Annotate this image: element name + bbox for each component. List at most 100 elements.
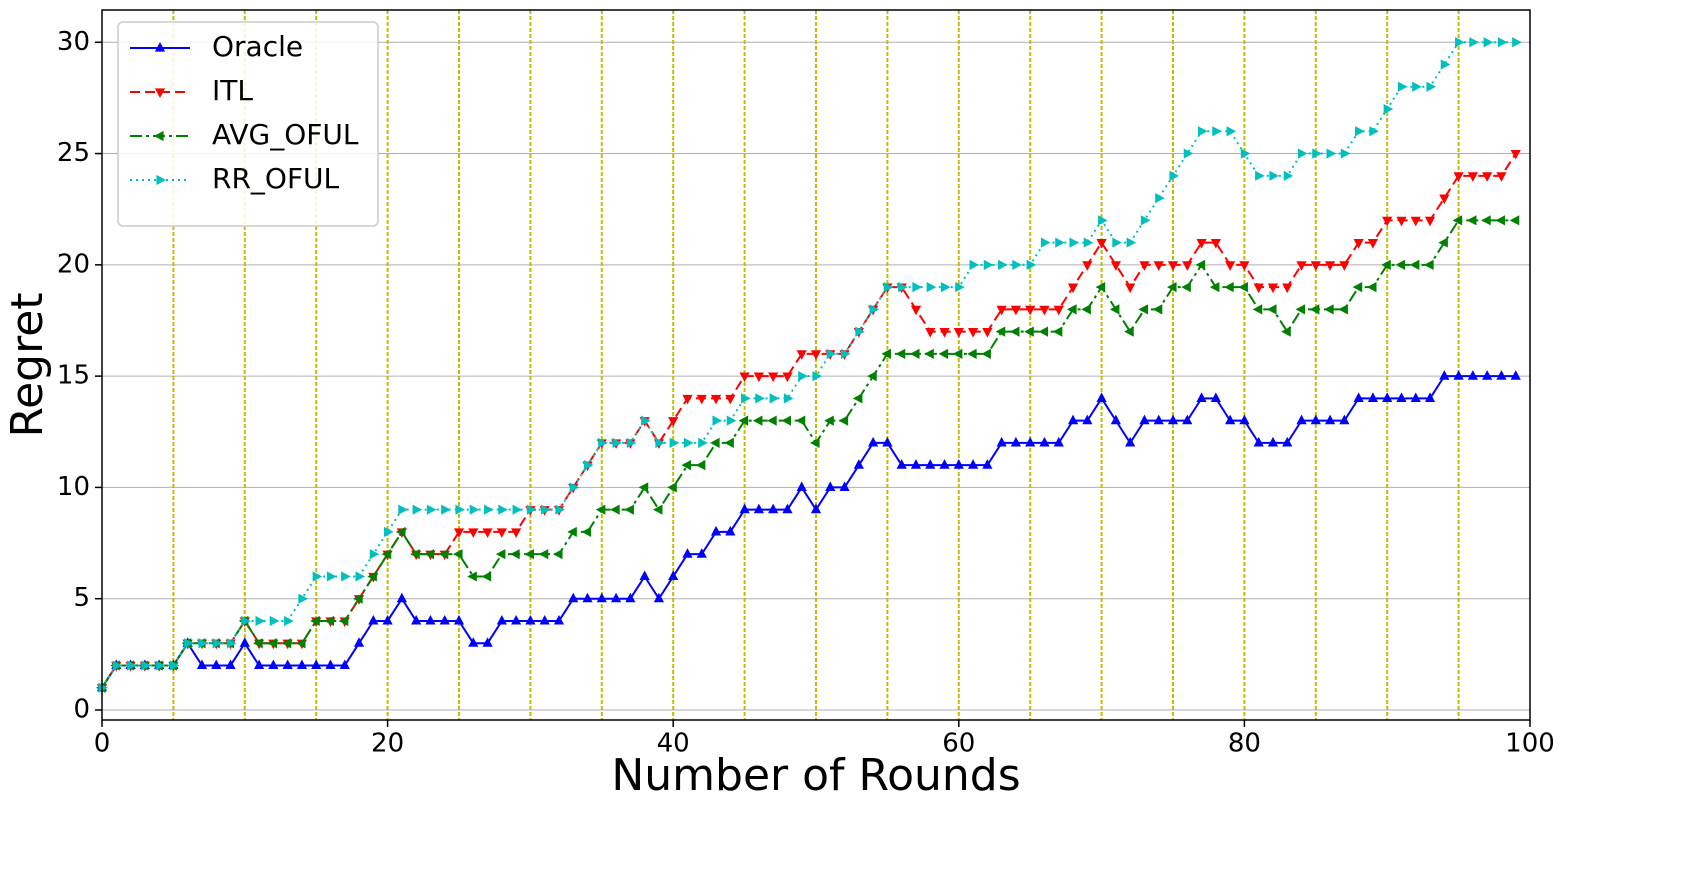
x-tick-label: 60 — [942, 729, 975, 759]
point-marker — [752, 415, 763, 426]
point-marker — [439, 614, 450, 625]
point-marker — [1139, 414, 1150, 425]
point-marker — [683, 437, 694, 448]
point-marker — [669, 437, 680, 448]
point-marker — [1012, 259, 1022, 270]
point-marker — [781, 415, 792, 426]
point-marker — [1039, 436, 1050, 447]
point-marker — [496, 528, 507, 538]
point-marker — [1025, 436, 1036, 447]
point-marker — [1052, 326, 1063, 337]
point-marker — [482, 637, 493, 647]
point-marker — [1412, 81, 1422, 92]
point-marker — [953, 328, 964, 338]
point-marker — [1455, 37, 1465, 48]
point-marker — [1182, 414, 1193, 425]
point-marker — [1453, 370, 1464, 380]
point-marker — [410, 549, 420, 560]
x-tick-label: 40 — [657, 729, 690, 759]
point-marker — [667, 482, 677, 493]
point-marker — [940, 282, 951, 293]
point-marker — [569, 482, 580, 493]
point-marker — [1324, 304, 1334, 315]
point-marker — [184, 638, 194, 649]
point-marker — [725, 525, 736, 536]
point-marker — [1324, 414, 1336, 425]
point-marker — [1269, 170, 1279, 181]
point-marker — [1212, 126, 1222, 137]
point-marker — [1069, 237, 1080, 248]
point-marker — [995, 326, 1006, 337]
point-marker — [282, 659, 293, 670]
point-marker — [939, 328, 950, 338]
point-marker — [1338, 304, 1348, 315]
point-marker — [782, 372, 793, 383]
point-marker — [1225, 261, 1236, 271]
point-marker — [795, 415, 806, 426]
point-marker — [1496, 370, 1507, 380]
point-marker — [852, 393, 863, 404]
point-marker — [883, 282, 894, 293]
point-marker — [1355, 126, 1365, 137]
legend: Oracle ITL AVG_OFUL RR_OFUL — [117, 21, 379, 227]
point-marker — [525, 614, 536, 625]
point-marker — [1409, 259, 1420, 270]
point-marker — [1125, 283, 1136, 294]
point-marker — [909, 348, 920, 359]
point-marker — [1167, 414, 1179, 425]
x-tick-label: 20 — [371, 729, 404, 759]
point-marker — [511, 614, 522, 625]
point-marker — [610, 592, 622, 603]
point-marker — [952, 348, 963, 359]
point-marker — [1469, 37, 1479, 48]
point-marker — [1296, 414, 1307, 425]
point-marker — [882, 436, 893, 447]
point-marker — [1195, 259, 1206, 270]
point-marker — [496, 614, 507, 625]
point-marker — [1026, 259, 1037, 270]
point-marker — [468, 637, 479, 647]
point-marker — [1095, 282, 1106, 293]
point-marker — [910, 305, 922, 316]
point-marker — [1297, 148, 1308, 159]
point-marker — [595, 504, 606, 515]
point-marker — [196, 659, 208, 670]
point-marker — [695, 460, 706, 471]
legend-label: AVG_OFUL — [212, 118, 359, 151]
point-marker — [1140, 215, 1151, 226]
point-marker — [1224, 282, 1234, 293]
point-marker — [1439, 194, 1450, 205]
point-marker — [610, 504, 620, 515]
point-marker — [1481, 215, 1491, 226]
point-marker — [438, 549, 449, 560]
point-marker — [938, 348, 949, 359]
legend-label: RR_OFUL — [212, 162, 340, 195]
point-marker — [638, 482, 649, 493]
point-marker — [624, 504, 634, 515]
point-marker — [1309, 304, 1320, 315]
point-marker — [1382, 216, 1393, 227]
point-marker — [268, 659, 279, 670]
point-marker — [338, 615, 349, 627]
point-marker — [567, 526, 577, 538]
legend-label: Oracle — [212, 30, 303, 63]
point-marker — [468, 528, 479, 538]
point-marker — [982, 459, 993, 469]
point-marker — [983, 259, 994, 270]
point-marker — [1510, 149, 1521, 160]
point-marker — [783, 393, 794, 404]
point-marker — [1067, 414, 1079, 425]
point-marker — [367, 571, 377, 582]
point-marker — [1153, 414, 1164, 425]
point-marker — [1340, 148, 1351, 159]
point-marker — [1424, 216, 1436, 227]
point-marker — [981, 348, 991, 359]
point-marker — [998, 259, 1008, 270]
point-marker — [481, 571, 492, 582]
point-marker — [696, 548, 707, 558]
point-marker — [1310, 414, 1321, 425]
point-marker — [1252, 304, 1263, 315]
point-marker — [555, 504, 565, 515]
point-marker — [1509, 215, 1520, 226]
point-marker — [1367, 239, 1379, 249]
